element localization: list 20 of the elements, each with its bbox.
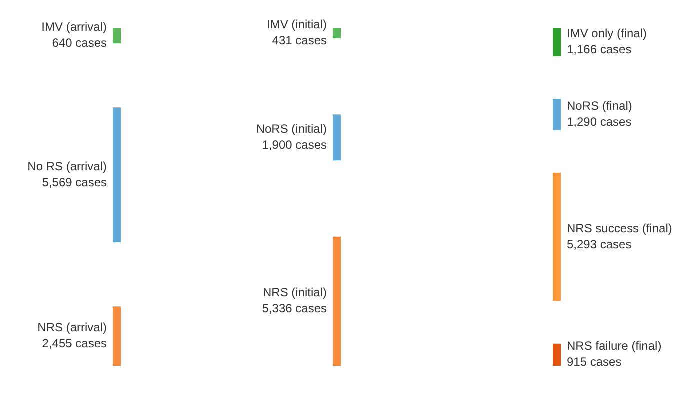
category-label: NoRS (final) [567, 98, 632, 113]
category-label: NRS failure (final) [567, 339, 662, 354]
data-label: 5,336 cases [262, 302, 327, 316]
category-label: NRS (initial) [262, 286, 327, 300]
category-label: NRS success (final) [567, 221, 672, 236]
category-label: No RS (arrival) [28, 159, 107, 174]
data-label: 1,290 cases [567, 114, 632, 129]
data-label: 5,569 cases [42, 175, 107, 190]
data-label: 915 cases [567, 355, 622, 370]
data-label: 1,900 cases [262, 138, 327, 152]
category-label: IMV (arrival) [42, 20, 107, 34]
category-label: NoRS (initial) [256, 122, 327, 136]
category-label: IMV only (final) [567, 26, 648, 40]
data-label: 2,455 cases [42, 336, 107, 351]
data-label: 5,293 cases [567, 237, 632, 252]
category-label: NRS (arrival) [38, 320, 107, 335]
category-label: IMV (initial) [266, 18, 327, 32]
data-label: 431 cases [272, 34, 327, 48]
data-label: 640 cases [52, 36, 107, 50]
data-label: 1,166 cases [567, 42, 632, 56]
